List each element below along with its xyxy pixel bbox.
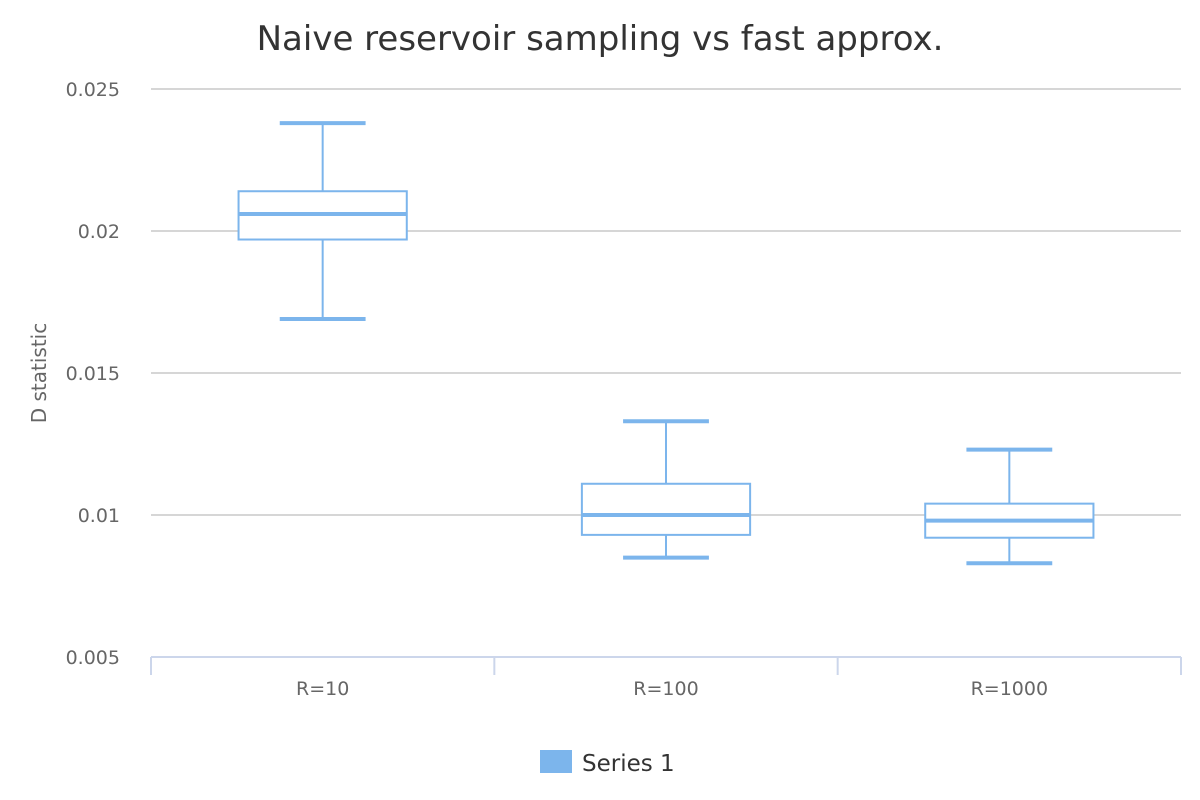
y-tick-label: 0.005 (66, 647, 120, 669)
x-tick-label: R=1000 (971, 678, 1048, 700)
y-tick-label: 0.015 (66, 363, 120, 385)
y-tick-label: 0.025 (66, 79, 120, 101)
x-axis: R=10 R=100 R=1000 (150, 656, 1182, 700)
y-axis-ticks: 0.005 0.01 0.015 0.02 0.025 (66, 79, 120, 669)
box-R=100[interactable] (580, 419, 752, 560)
x-tick-label: R=10 (296, 678, 349, 700)
y-tick-label: 0.02 (78, 221, 120, 243)
box-R=10[interactable] (237, 121, 408, 322)
box-R=1000[interactable] (924, 447, 1095, 566)
iqr-box (580, 482, 752, 536)
chart-title: Naive reservoir sampling vs fast approx. (257, 19, 944, 59)
x-tick-label: R=100 (633, 678, 698, 700)
legend-swatch[interactable] (540, 750, 572, 773)
y-tick-label: 0.01 (78, 505, 120, 527)
box-series (237, 121, 1095, 566)
y-axis-title: D statistic (27, 323, 51, 424)
legend-label[interactable]: Series 1 (582, 751, 675, 777)
legend[interactable]: Series 1 (540, 750, 675, 777)
